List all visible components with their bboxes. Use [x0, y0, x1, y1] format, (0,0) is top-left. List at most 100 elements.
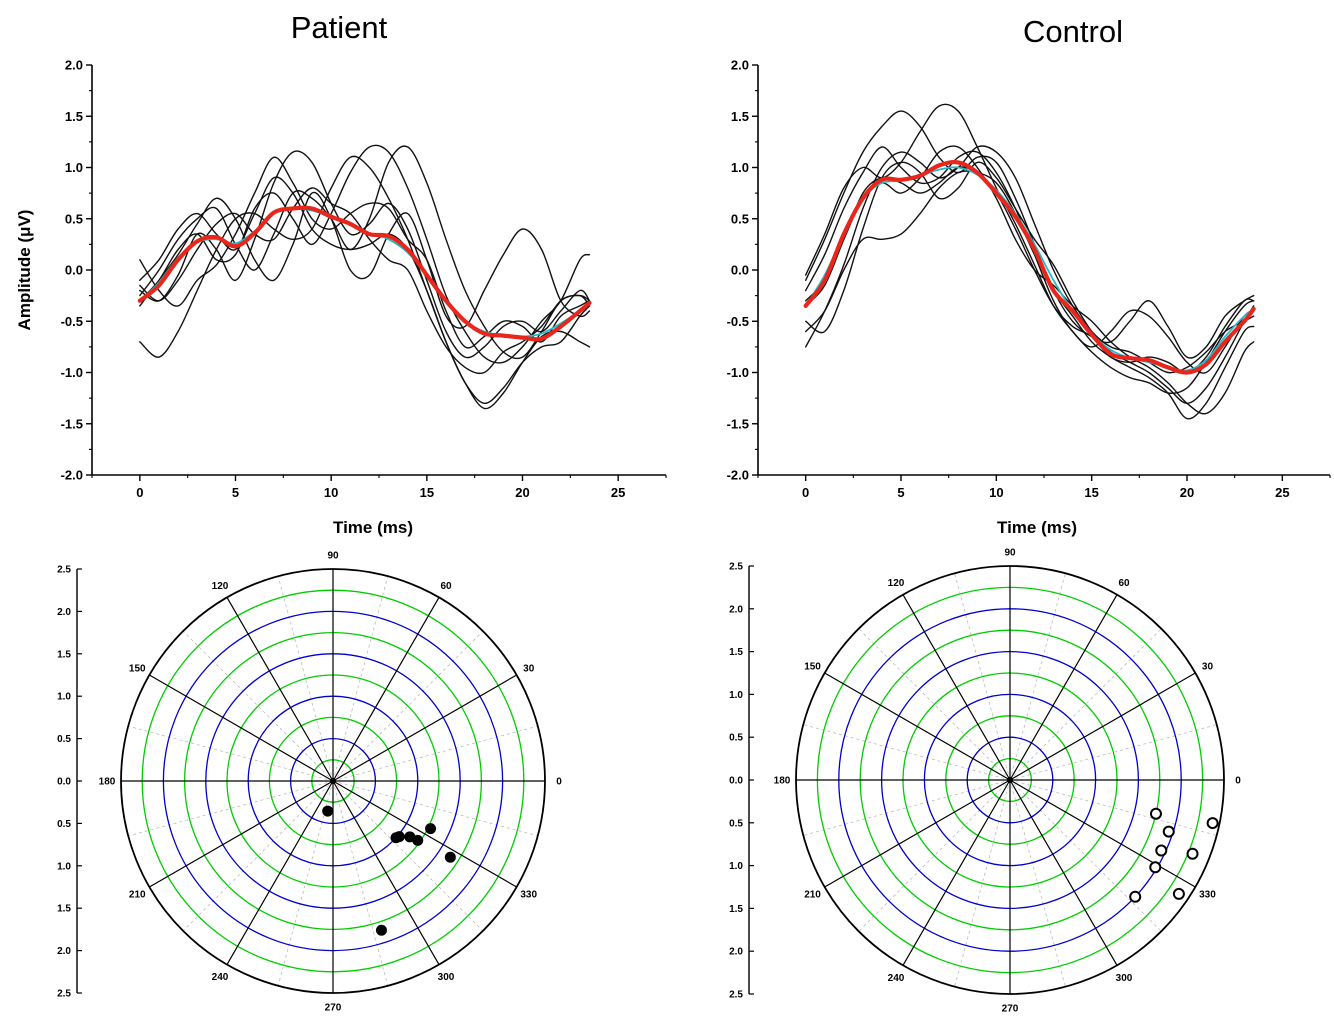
polar-angle-label: 120 — [888, 578, 905, 589]
polar-angle-label: 330 — [1199, 890, 1216, 901]
x-tick-label: 25 — [1275, 485, 1289, 500]
data-point — [1164, 827, 1174, 837]
polar-spoke — [333, 597, 439, 781]
polar-spoke — [825, 673, 1010, 780]
x-tick-label: 0 — [136, 485, 143, 500]
polar-angle-label: 30 — [1202, 662, 1214, 673]
polar-spoke — [227, 781, 333, 965]
data-point — [1156, 846, 1166, 856]
polar-spoke — [1010, 780, 1117, 965]
data-point — [1150, 862, 1160, 872]
polar-y-tick-label: 2.5 — [729, 990, 743, 1001]
polar-angle-label: 270 — [1002, 1004, 1019, 1015]
polar-angle-label: 210 — [804, 890, 821, 901]
data-point — [1174, 889, 1184, 899]
polar-y-tick-label: 1.0 — [57, 692, 71, 703]
polar-center — [330, 778, 336, 784]
data-point — [1188, 849, 1198, 859]
data-point — [1208, 818, 1218, 828]
trial-line — [806, 171, 1254, 419]
data-point — [1130, 892, 1140, 902]
polar-spoke — [903, 595, 1010, 780]
trial-line — [806, 104, 1254, 393]
x-tick-label: 0 — [802, 485, 809, 500]
polar-angle-label: 300 — [438, 972, 455, 983]
chart-title: Patient — [291, 10, 388, 45]
polar-angle-label: 60 — [1118, 578, 1130, 589]
y-tick-label: -1.0 — [61, 365, 83, 380]
y-tick-label: 0.5 — [65, 211, 83, 226]
polar-angle-label: 30 — [523, 664, 535, 675]
polar-angle-label: 90 — [327, 551, 339, 562]
x-tick-label: 10 — [989, 485, 1003, 500]
y-tick-label: 1.5 — [731, 109, 749, 124]
chart-title: Control — [1023, 14, 1123, 49]
polar-y-tick-label: 0.5 — [729, 733, 743, 744]
polar-spoke — [333, 781, 517, 887]
polar-angle-label: 270 — [325, 1003, 342, 1014]
x-tick-label: 20 — [1180, 485, 1194, 500]
polar-angle-label: 0 — [1235, 776, 1241, 787]
polar-spoke — [1010, 673, 1195, 780]
trial-line — [140, 188, 590, 373]
polar-spoke — [149, 675, 333, 781]
data-point — [412, 835, 423, 846]
polar-y-tick-label: 0.5 — [729, 818, 743, 829]
polar-angle-label: 180 — [774, 776, 791, 787]
y-tick-label: 0.0 — [731, 263, 749, 278]
polar-y-tick-label: 1.5 — [729, 904, 743, 915]
polar-angle-label: 150 — [804, 662, 821, 673]
polar-y-tick-label: 0.0 — [729, 776, 743, 787]
plot-area: 2.01.51.00.50.0-0.5-1.0-1.5-2.00 5 10 15 20 2… — [61, 58, 666, 501]
polar-spoke — [227, 597, 333, 781]
y-tick-label: 1.0 — [731, 160, 749, 175]
polar-y-tick-label: 2.0 — [57, 946, 71, 957]
trial-line — [140, 156, 590, 408]
control-polar-panel: 2.5 2.0 1.5 1.0 0.5 0.0 0.5 1.0 1.5 2.0 2.5 0 30 60 90… — [729, 548, 1241, 1015]
polar-spoke — [149, 781, 333, 887]
polar-angle-label: 0 — [556, 777, 562, 788]
polar-y-tick-label: 1.0 — [57, 861, 71, 872]
polar-angle-label: 210 — [129, 890, 146, 901]
polar-spoke — [333, 781, 439, 965]
polar-y-tick-label: 1.5 — [57, 904, 71, 915]
polar-y-tick-label: 2.5 — [729, 562, 743, 573]
x-axis-label: Time (ms) — [997, 518, 1077, 537]
y-tick-label: 0.5 — [731, 211, 749, 226]
x-tick-label: 15 — [1084, 485, 1098, 500]
polar-angle-label: 60 — [440, 581, 452, 592]
polar-y-tick-label: 0.0 — [57, 777, 71, 788]
polar-y-tick-label: 0.5 — [57, 734, 71, 745]
y-tick-label: 2.0 — [731, 58, 749, 73]
polar-spoke — [825, 780, 1010, 887]
y-tick-label: -0.5 — [61, 314, 83, 329]
polar-y-tick-label: 1.5 — [729, 647, 743, 658]
patient-waveform-panel: Patient Amplitude (μV) Time (ms) 2.0 1.5 1… — [15, 10, 666, 537]
trial-line — [140, 192, 590, 328]
polar-angle-label: 180 — [99, 777, 116, 788]
polar-y-tick-label: 2.5 — [57, 565, 71, 576]
polar-angle-label: 300 — [1116, 973, 1133, 984]
polar-spoke — [333, 675, 517, 781]
polar-y-tick-label: 2.0 — [729, 604, 743, 615]
polar-y-tick-label: 1.0 — [729, 861, 743, 872]
data-point — [425, 823, 436, 834]
mean-line — [806, 162, 1254, 373]
y-tick-label: -1.5 — [727, 416, 749, 431]
patient-polar-panel: 2.5 2.0 1.5 1.0 0.5 0.0 0.5 1.0 1.5 2.0 2.5 0 30 60 90… — [57, 551, 562, 1014]
y-tick-label: 0.0 — [65, 263, 83, 278]
trial-line — [140, 157, 590, 348]
x-tick-label: 5 — [897, 485, 904, 500]
y-tick-label: -2.0 — [61, 468, 83, 483]
y-tick-label: 1.0 — [65, 160, 83, 175]
polar-angle-label: 240 — [888, 973, 905, 984]
polar-angle-label: 330 — [520, 890, 537, 901]
polar-spoke — [1010, 595, 1117, 780]
data-point — [394, 831, 405, 842]
y-tick-label: 1.5 — [65, 109, 83, 124]
data-point — [322, 806, 333, 817]
trial-line — [140, 177, 590, 403]
polar-angle-label: 240 — [212, 972, 229, 983]
polar-y-tick-label: 1.0 — [729, 690, 743, 701]
